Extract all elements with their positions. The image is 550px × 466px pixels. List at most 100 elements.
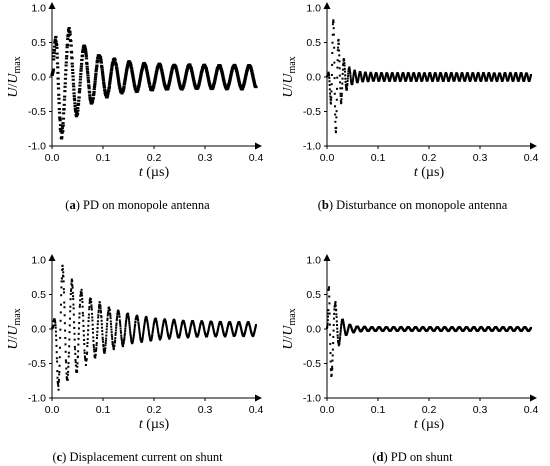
data-point	[52, 58, 56, 61]
y-tick-label: -0.5	[303, 106, 321, 118]
data-point	[83, 48, 88, 51]
data-point	[99, 58, 103, 61]
data-point	[161, 75, 165, 78]
y-tick-label: 0.0	[31, 324, 46, 336]
data-point	[334, 304, 337, 307]
data-point	[346, 82, 349, 85]
data-point	[83, 47, 87, 50]
data-point	[352, 77, 355, 80]
data-point	[151, 86, 156, 89]
data-point	[72, 88, 76, 91]
data-point	[253, 83, 257, 86]
data-point	[97, 314, 100, 317]
data-point	[142, 330, 145, 333]
data-point	[54, 330, 57, 333]
data-point	[332, 27, 335, 30]
data-point	[137, 82, 141, 85]
data-point	[125, 318, 128, 321]
data-point	[221, 326, 224, 329]
data-point	[338, 343, 341, 346]
data-point	[194, 331, 197, 334]
data-point	[62, 108, 66, 111]
data-point	[343, 326, 346, 329]
data-point	[192, 81, 196, 84]
data-point	[151, 88, 155, 91]
data-point	[213, 77, 217, 80]
data-point	[109, 72, 113, 75]
data-point	[332, 19, 335, 22]
data-point	[165, 325, 168, 328]
data-point	[141, 338, 144, 341]
data-point	[354, 72, 357, 75]
data-point	[122, 342, 125, 345]
data-point	[169, 335, 172, 338]
data-point	[57, 382, 60, 385]
data-point	[92, 345, 95, 348]
data-point	[205, 72, 209, 75]
data-point	[60, 294, 63, 297]
data-point	[122, 340, 125, 343]
data-point	[76, 370, 79, 373]
data-point	[326, 322, 329, 325]
y-tick-label: 1.0	[306, 255, 321, 267]
data-point	[77, 90, 82, 93]
data-series	[51, 264, 257, 391]
data-point	[365, 76, 368, 79]
data-point	[193, 82, 197, 85]
data-point	[148, 86, 153, 89]
data-point	[86, 341, 89, 344]
data-point	[523, 78, 526, 81]
data-point	[70, 62, 74, 65]
y-tick-label: -1.0	[303, 141, 321, 153]
data-point	[328, 83, 331, 86]
data-point	[359, 73, 362, 76]
data-point	[94, 356, 97, 359]
data-point	[60, 127, 65, 130]
data-point	[174, 325, 177, 328]
data-point	[195, 333, 198, 336]
data-point	[358, 72, 361, 75]
data-point	[166, 86, 170, 89]
data-point	[96, 330, 99, 333]
data-point	[108, 80, 112, 83]
data-point	[88, 308, 91, 311]
data-point	[234, 68, 238, 71]
data-point	[67, 355, 70, 358]
data-point	[93, 78, 97, 81]
data-point	[109, 71, 113, 74]
data-point	[170, 326, 173, 329]
data-point	[73, 326, 76, 329]
data-point	[132, 81, 136, 84]
data-point	[337, 339, 340, 342]
data-point	[85, 67, 89, 70]
data-point	[82, 319, 85, 322]
data-point	[330, 90, 333, 93]
data-point	[58, 346, 61, 349]
data-point	[334, 301, 337, 304]
data-point	[343, 59, 346, 62]
data-point	[360, 75, 363, 78]
data-point	[111, 340, 114, 343]
data-point	[63, 85, 67, 88]
data-point	[237, 81, 241, 84]
data-point	[331, 359, 334, 362]
data-point	[109, 314, 112, 317]
data-point	[94, 68, 98, 71]
data-point	[101, 79, 106, 82]
data-point	[219, 68, 224, 71]
data-point	[146, 75, 150, 78]
data-point	[156, 326, 159, 329]
data-point	[52, 55, 56, 58]
data-point	[173, 320, 176, 323]
data-point	[229, 72, 233, 75]
x-axis-unit: (µs)	[421, 417, 444, 432]
data-point	[112, 60, 116, 63]
data-point	[336, 76, 339, 79]
data-point	[77, 332, 80, 335]
data-point	[171, 323, 174, 326]
data-point	[69, 292, 72, 295]
data-point	[206, 76, 210, 79]
data-point	[57, 380, 60, 383]
data-point	[82, 334, 85, 337]
data-point	[79, 69, 83, 72]
